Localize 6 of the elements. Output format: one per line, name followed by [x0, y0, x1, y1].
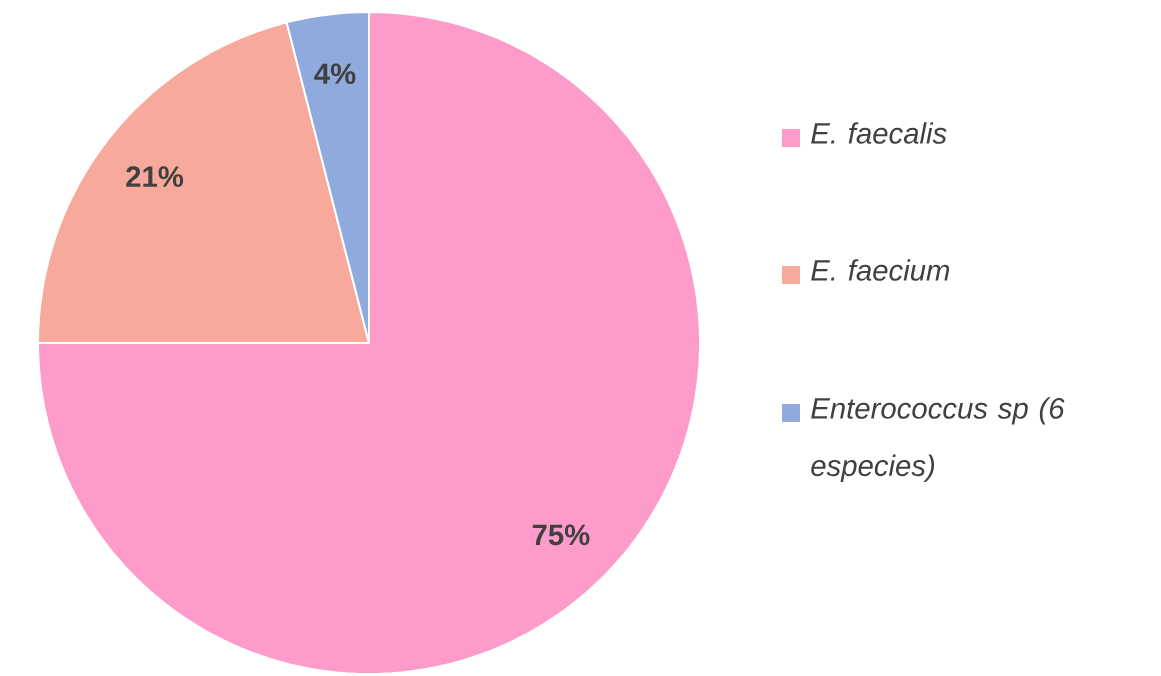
data-label: 4%	[314, 63, 356, 85]
legend-label: E. faecium	[811, 259, 950, 281]
data-label: 21%	[126, 166, 184, 187]
legend-label: E. faecalis	[811, 122, 947, 144]
data-label: 75%	[532, 524, 590, 546]
legend-label: Enterococcus sp (6 especies)	[811, 397, 1065, 482]
